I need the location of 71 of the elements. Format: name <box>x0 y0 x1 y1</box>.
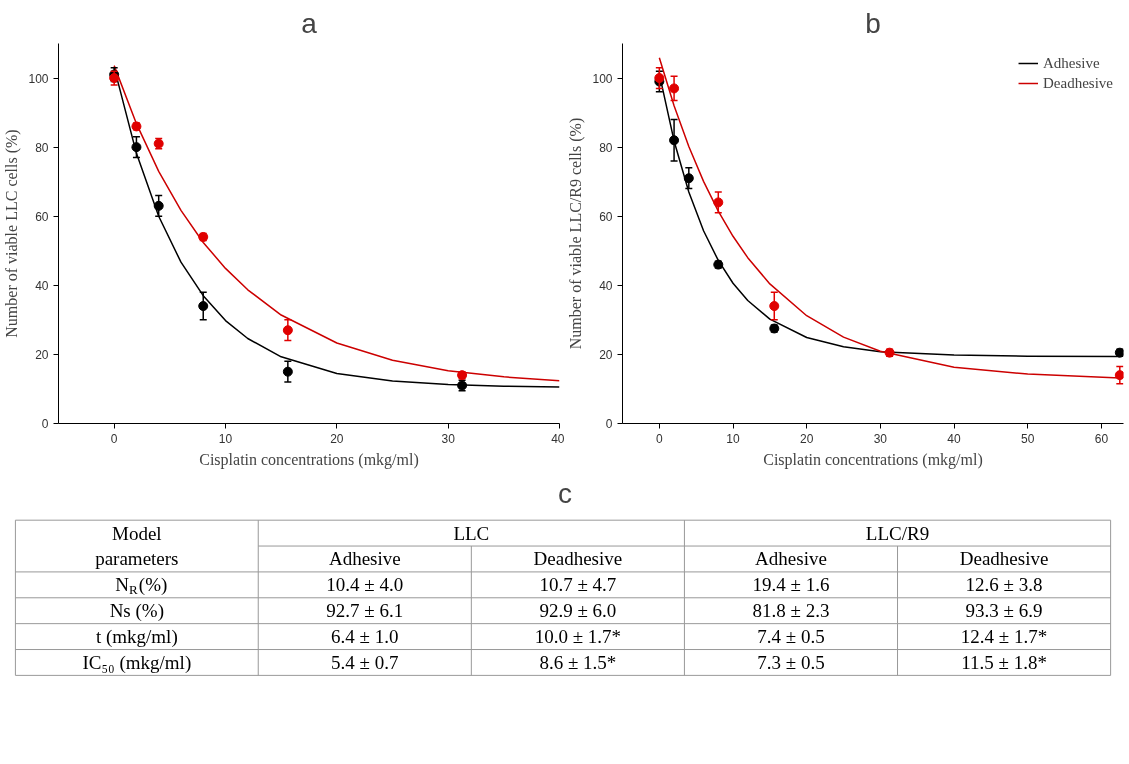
y-tick-label: 20 <box>35 347 49 362</box>
text: Ns (%) <box>109 600 165 622</box>
y-tick-label: 60 <box>599 209 613 224</box>
point <box>669 83 680 94</box>
text: 6.4 ± 1.0 <box>331 626 399 648</box>
text: LLC/R9 <box>865 522 930 544</box>
text: Adhesive <box>755 548 827 570</box>
text: t (mkg/ml) <box>95 626 178 648</box>
y-tick-label: 80 <box>599 140 613 155</box>
y-axis-title: Number of viable LLC/R9 cells (%) <box>567 117 586 350</box>
y-tick-label: 80 <box>35 140 49 155</box>
text: 93.3 ± 6.9 <box>965 600 1043 622</box>
text: Deadhesive <box>533 548 623 570</box>
point <box>1114 370 1124 381</box>
text: 12.6 ± 3.8 <box>965 574 1043 596</box>
x-tick-label: 20 <box>800 431 814 446</box>
text: 7.3 ± 0.5 <box>757 651 825 673</box>
text: 12.4 ± 1.7* <box>960 626 1048 648</box>
text: IC₅₀ (mkg/ml) <box>82 651 192 673</box>
x-tick-label: 60 <box>1094 431 1109 446</box>
point <box>198 301 209 312</box>
point <box>153 200 164 211</box>
text: LLC <box>453 522 490 544</box>
text: 81.8 ± 2.3 <box>752 600 830 622</box>
point <box>282 325 293 336</box>
x-tick-label: 10 <box>726 431 741 446</box>
text: c <box>558 477 572 509</box>
x-tick-label: 40 <box>551 431 565 446</box>
y-tick-label: 40 <box>35 278 49 293</box>
text: 10.7 ± 4.7 <box>539 574 617 596</box>
text: Deadhesive <box>959 548 1049 570</box>
x-tick-label: 50 <box>1021 431 1035 446</box>
legend-label: Adhesive <box>1043 54 1100 72</box>
y-axis-title: Number of viable LLC cells (%) <box>3 129 22 338</box>
x-tick-label: 40 <box>947 431 962 446</box>
legend-label: Deadhesive <box>1043 74 1113 92</box>
text: 10.0 ± 1.7* <box>534 626 622 648</box>
y-tick-label: 100 <box>592 71 613 86</box>
y-tick-label: 60 <box>35 209 49 224</box>
text: 7.4 ± 0.5 <box>757 626 825 648</box>
text: Adhesive <box>328 548 401 570</box>
x-tick-label: 20 <box>330 431 344 446</box>
point <box>713 197 724 208</box>
point <box>282 366 293 377</box>
y-tick-label: 0 <box>41 417 49 431</box>
text: 92.7 ± 6.1 <box>326 600 404 622</box>
y-tick-label: 0 <box>605 417 613 431</box>
x-tick-label: 30 <box>873 431 888 446</box>
chart-title: a <box>301 7 318 39</box>
point <box>669 135 680 146</box>
x-tick-label: 30 <box>441 431 456 446</box>
point <box>769 301 780 312</box>
text: 5.4 ± 0.7 <box>331 651 399 673</box>
x-axis-title: Cisplatin concentrations (mkg/ml) <box>763 450 983 469</box>
y-tick-label: 40 <box>599 278 613 293</box>
text: Model <box>112 522 162 544</box>
text: 92.9 ± 6.0 <box>539 600 617 622</box>
text: parameters <box>95 548 179 570</box>
x-axis-title: Cisplatin concentrations (mkg/ml) <box>199 450 419 469</box>
x-tick-label: 0 <box>110 431 118 446</box>
point <box>683 173 694 184</box>
x-tick-label: 10 <box>218 431 233 446</box>
text: 19.4 ± 1.6 <box>752 574 830 596</box>
text: 8.6 ± 1.5* <box>539 651 617 673</box>
y-tick-label: 20 <box>599 347 613 362</box>
text: 11.5 ± 1.8* <box>961 651 1047 673</box>
y-tick-label: 100 <box>28 71 49 86</box>
chart-title: b <box>865 7 881 39</box>
point <box>131 142 142 153</box>
x-tick-label: 0 <box>656 431 663 446</box>
text: 10.4 ± 4.0 <box>326 574 404 596</box>
